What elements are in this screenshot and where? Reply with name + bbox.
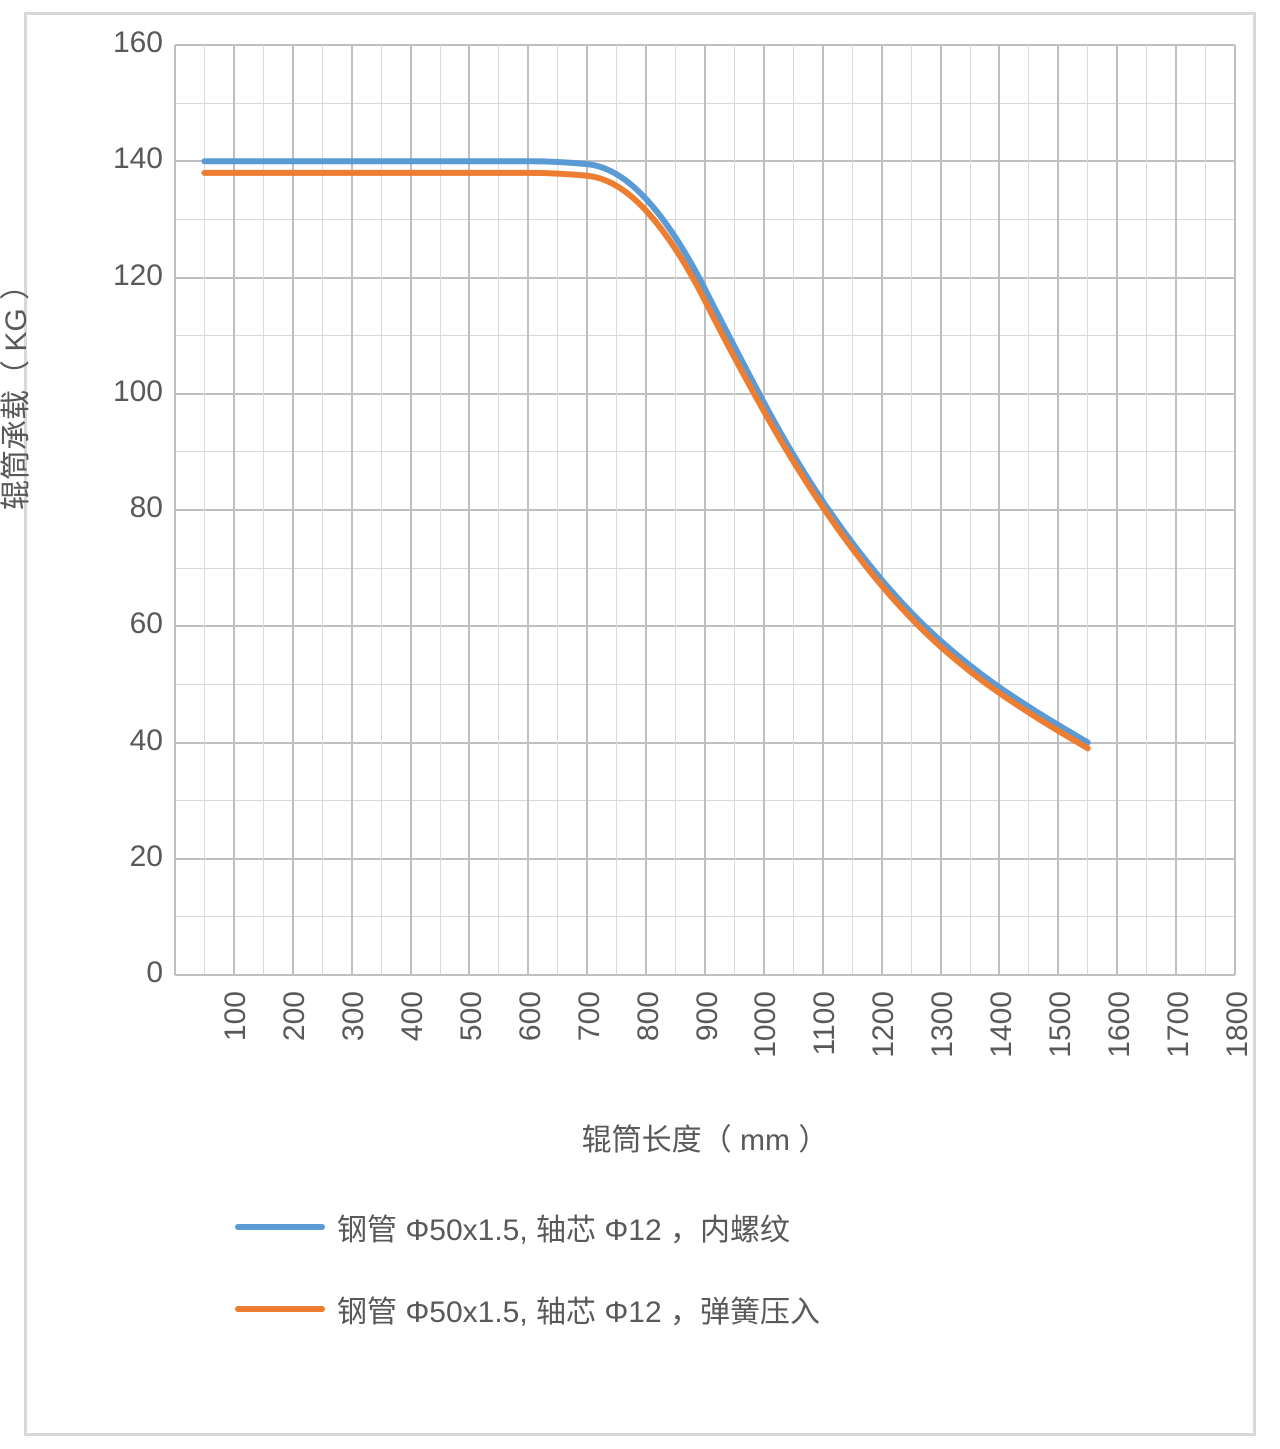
chart-container: 辊筒承载（ KG ） 辊筒长度（ mm ） 钢管 Φ50x1.5, 轴芯 Φ12… — [0, 0, 1280, 1449]
x-axis-title: 辊筒长度（ mm ） — [175, 1115, 1235, 1159]
x-tick-label: 600 — [514, 991, 548, 1091]
legend-swatch — [235, 1224, 325, 1230]
x-tick-label: 1500 — [1044, 991, 1078, 1091]
x-tick-label: 1000 — [749, 991, 783, 1091]
legend-item-0: 钢管 Φ50x1.5, 轴芯 Φ12 ，内螺纹 — [235, 1205, 790, 1249]
y-tick-label: 80 — [95, 491, 163, 525]
x-tick-label: 1400 — [985, 991, 1019, 1091]
x-tick-label: 1700 — [1162, 991, 1196, 1091]
x-tick-label: 900 — [691, 991, 725, 1091]
series-svg — [175, 45, 1235, 975]
y-tick-label: 140 — [95, 142, 163, 176]
x-tick-label: 100 — [219, 991, 253, 1091]
y-tick-label: 20 — [95, 840, 163, 874]
x-tick-label: 1300 — [926, 991, 960, 1091]
legend-label: 钢管 Φ50x1.5, 轴芯 Φ12 ，内螺纹 — [337, 1205, 790, 1249]
y-tick-label: 160 — [95, 26, 163, 60]
x-tick-label: 1800 — [1221, 991, 1255, 1091]
x-tick-label: 1200 — [867, 991, 901, 1091]
series-line-1 — [204, 173, 1087, 748]
x-tick-label: 1600 — [1103, 991, 1137, 1091]
x-tick-label: 500 — [455, 991, 489, 1091]
y-tick-label: 40 — [95, 724, 163, 758]
y-tick-label: 60 — [95, 607, 163, 641]
x-tick-label: 300 — [337, 991, 371, 1091]
x-tick-label: 200 — [278, 991, 312, 1091]
y-tick-label: 100 — [95, 375, 163, 409]
x-tick-label: 1100 — [808, 991, 842, 1091]
legend-label: 钢管 Φ50x1.5, 轴芯 Φ12 ，弹簧压入 — [337, 1287, 820, 1331]
x-tick-label: 700 — [573, 991, 607, 1091]
y-tick-label: 0 — [95, 956, 163, 990]
plot-area — [175, 45, 1235, 975]
legend-item-1: 钢管 Φ50x1.5, 轴芯 Φ12 ，弹簧压入 — [235, 1287, 820, 1331]
series-line-0 — [204, 161, 1087, 742]
legend-swatch — [235, 1306, 325, 1312]
x-tick-label: 400 — [396, 991, 430, 1091]
legend: 钢管 Φ50x1.5, 轴芯 Φ12 ，内螺纹钢管 Φ50x1.5, 轴芯 Φ1… — [235, 1205, 820, 1331]
x-tick-label: 800 — [632, 991, 666, 1091]
y-tick-label: 120 — [95, 259, 163, 293]
